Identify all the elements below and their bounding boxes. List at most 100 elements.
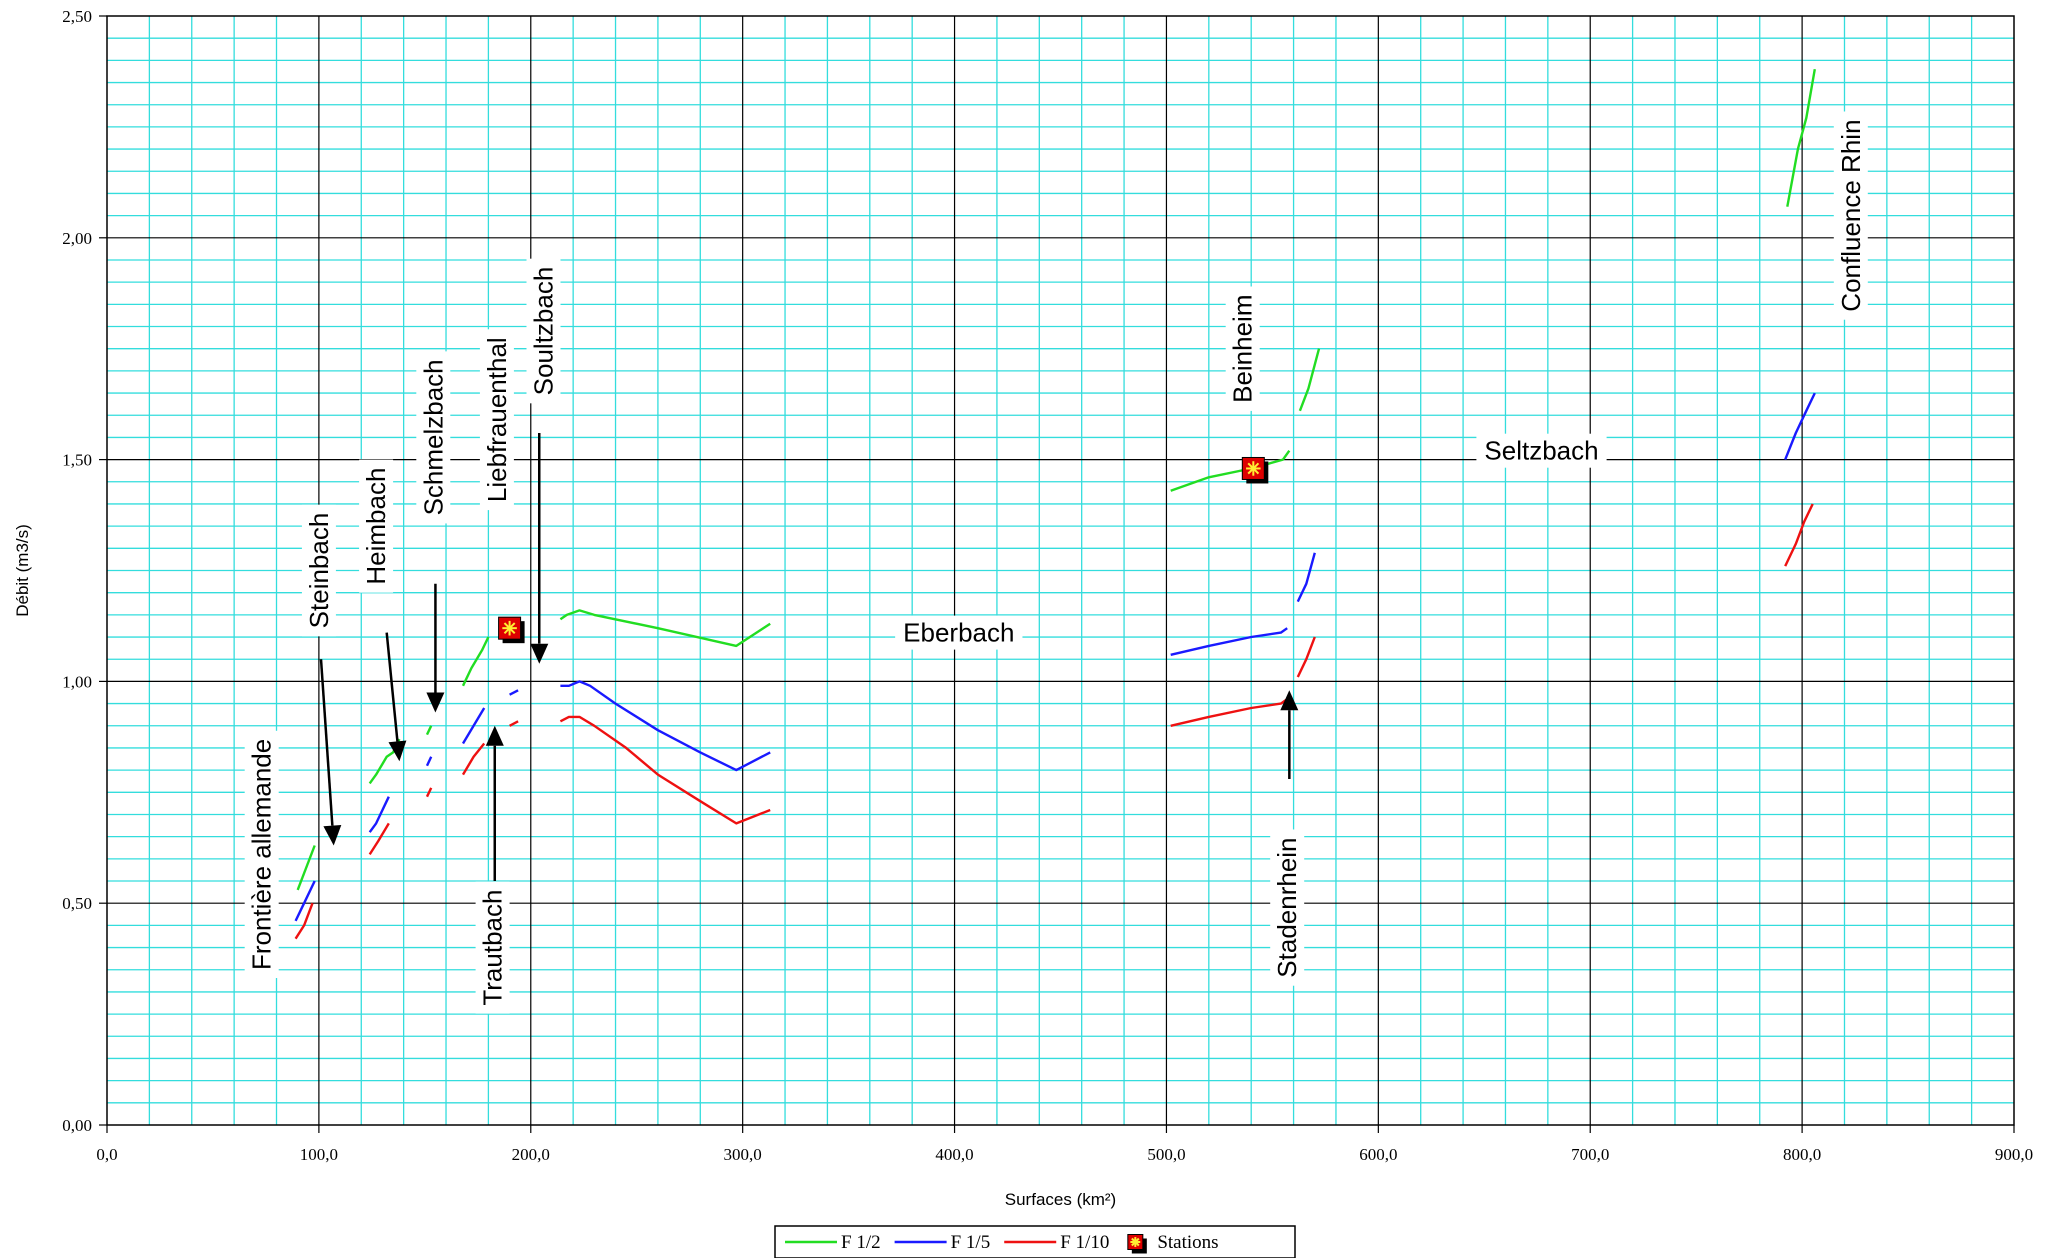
series-line-segment bbox=[461, 742, 486, 776]
x-tick-label: 600,0 bbox=[1359, 1145, 1397, 1164]
x-tick-label: 500,0 bbox=[1147, 1145, 1185, 1164]
x-tick-label: 300,0 bbox=[724, 1145, 762, 1164]
series-line-segment bbox=[1170, 698, 1288, 727]
y-tick-label: 1,00 bbox=[62, 672, 92, 691]
series-f-1-10 bbox=[294, 503, 1814, 940]
x-tick-label: 800,0 bbox=[1783, 1145, 1821, 1164]
annotation-label: Trautbach bbox=[478, 890, 508, 1006]
series-line-segment bbox=[1170, 450, 1291, 492]
annotation-background bbox=[244, 730, 279, 979]
annotation: Eberbach bbox=[895, 615, 1023, 650]
x-tick-label: 400,0 bbox=[935, 1145, 973, 1164]
series-f-1-5 bbox=[294, 392, 1816, 922]
arrow-head bbox=[426, 692, 445, 713]
series-line-segment bbox=[425, 787, 433, 798]
annotation-arrows bbox=[319, 432, 1299, 882]
arrow-shaft bbox=[319, 659, 334, 826]
annotation-background bbox=[1476, 433, 1607, 468]
annotation: Beinheim bbox=[1225, 286, 1260, 411]
series-line-segment bbox=[296, 845, 316, 891]
station-marker-star bbox=[1131, 1237, 1140, 1247]
series-line-segment bbox=[461, 636, 490, 687]
station-marker-star bbox=[503, 622, 516, 635]
annotation: Seltzbach bbox=[1476, 433, 1607, 468]
series-line-segment bbox=[1296, 552, 1316, 603]
annotation: Heimbach bbox=[359, 459, 394, 593]
series-line-segment bbox=[509, 720, 519, 727]
annotation: Confluence Rhin bbox=[1833, 111, 1868, 320]
y-axis-title: Débit (m3/s) bbox=[13, 524, 32, 617]
annotation-arrow bbox=[385, 632, 407, 762]
station-marker bbox=[1241, 456, 1269, 484]
legend-label: Stations bbox=[1157, 1232, 1218, 1253]
annotation-arrow bbox=[319, 659, 342, 846]
annotation-label: Eberbach bbox=[903, 618, 1014, 648]
annotation-background bbox=[1270, 829, 1305, 986]
annotation: Steinbach bbox=[301, 504, 336, 637]
legend: F 1/2 F 1/5 F 1/10 Stations bbox=[774, 1225, 1296, 1258]
arrow-head bbox=[388, 740, 407, 762]
arrow-head bbox=[485, 725, 504, 746]
series-lines bbox=[294, 68, 1816, 940]
legend-item-stations: Stations bbox=[1127, 1232, 1219, 1254]
x-axis-tick-labels: 0,0 100,0 200,0 300,0 400,0 500,0 600,0 700,0 80… bbox=[96, 1125, 2033, 1164]
series-line-segment bbox=[294, 902, 314, 940]
y-tick-label: 2,00 bbox=[62, 229, 92, 248]
legend-item: F 1/2 bbox=[785, 1232, 881, 1253]
annotation-label: Heimbach bbox=[361, 468, 391, 585]
annotation-label: Confluence Rhin bbox=[1836, 119, 1866, 311]
x-tick-label: 100,0 bbox=[300, 1145, 338, 1164]
series-line-segment bbox=[1784, 392, 1816, 461]
series-line-segment bbox=[509, 689, 519, 696]
x-tick-label: 700,0 bbox=[1571, 1145, 1609, 1164]
annotation: Liebfrauenthal bbox=[479, 329, 514, 511]
station-marker bbox=[498, 616, 525, 644]
series-line-segment bbox=[425, 725, 433, 736]
series-line-segment bbox=[368, 796, 390, 833]
station-marker bbox=[1127, 1234, 1147, 1254]
x-tick-label: 900,0 bbox=[1995, 1145, 2033, 1164]
annotation-arrow bbox=[426, 583, 445, 713]
series-line-segment bbox=[294, 880, 316, 922]
annotation-background bbox=[416, 351, 451, 524]
annotation-label: Frontière allemande bbox=[247, 739, 277, 970]
annotation-background bbox=[1225, 286, 1260, 411]
series-line-segment bbox=[425, 756, 433, 767]
series-line-segment bbox=[1786, 68, 1816, 207]
y-tick-label: 0,00 bbox=[62, 1116, 92, 1135]
x-tick-label: 200,0 bbox=[512, 1145, 550, 1164]
series-f-1-2 bbox=[296, 68, 1816, 891]
annotation: Schmelzbach bbox=[416, 351, 451, 524]
arrow-head bbox=[530, 643, 549, 664]
series-line-segment bbox=[368, 822, 390, 856]
series-line-segment bbox=[560, 680, 771, 772]
annotation-background bbox=[475, 881, 510, 1014]
y-tick-label: 1,50 bbox=[62, 451, 92, 470]
arrow-shaft bbox=[385, 632, 399, 742]
series-line-segment bbox=[1170, 627, 1288, 656]
legend-label: F 1/5 bbox=[951, 1232, 991, 1253]
annotation-label: Schmelzbach bbox=[418, 359, 448, 515]
annotation-label: Beinheim bbox=[1228, 294, 1258, 402]
station-markers bbox=[498, 456, 1269, 644]
legend-label: F 1/2 bbox=[841, 1232, 881, 1253]
annotation: Frontière allemande bbox=[244, 730, 279, 979]
legend-label: F 1/10 bbox=[1060, 1232, 1109, 1253]
series-line-segment bbox=[1298, 348, 1321, 412]
annotation-background bbox=[301, 504, 336, 637]
annotation-background bbox=[526, 258, 561, 404]
annotation: Stadenrhein bbox=[1270, 829, 1305, 986]
x-axis-title: Surfaces (km²) bbox=[1005, 1190, 1116, 1209]
series-line-segment bbox=[461, 707, 486, 745]
annotation-background bbox=[1833, 111, 1868, 320]
annotation-arrow bbox=[1280, 690, 1299, 779]
annotation-label: Stadenrhein bbox=[1272, 837, 1302, 977]
series-line-segment bbox=[559, 715, 771, 825]
series-line-segment bbox=[1784, 503, 1814, 567]
y-tick-label: 0,50 bbox=[62, 894, 92, 913]
arrow-head bbox=[1280, 690, 1299, 711]
series-line-segment bbox=[1296, 636, 1316, 678]
annotation-arrow bbox=[485, 725, 504, 882]
annotation-label: Liebfrauenthal bbox=[482, 337, 512, 502]
